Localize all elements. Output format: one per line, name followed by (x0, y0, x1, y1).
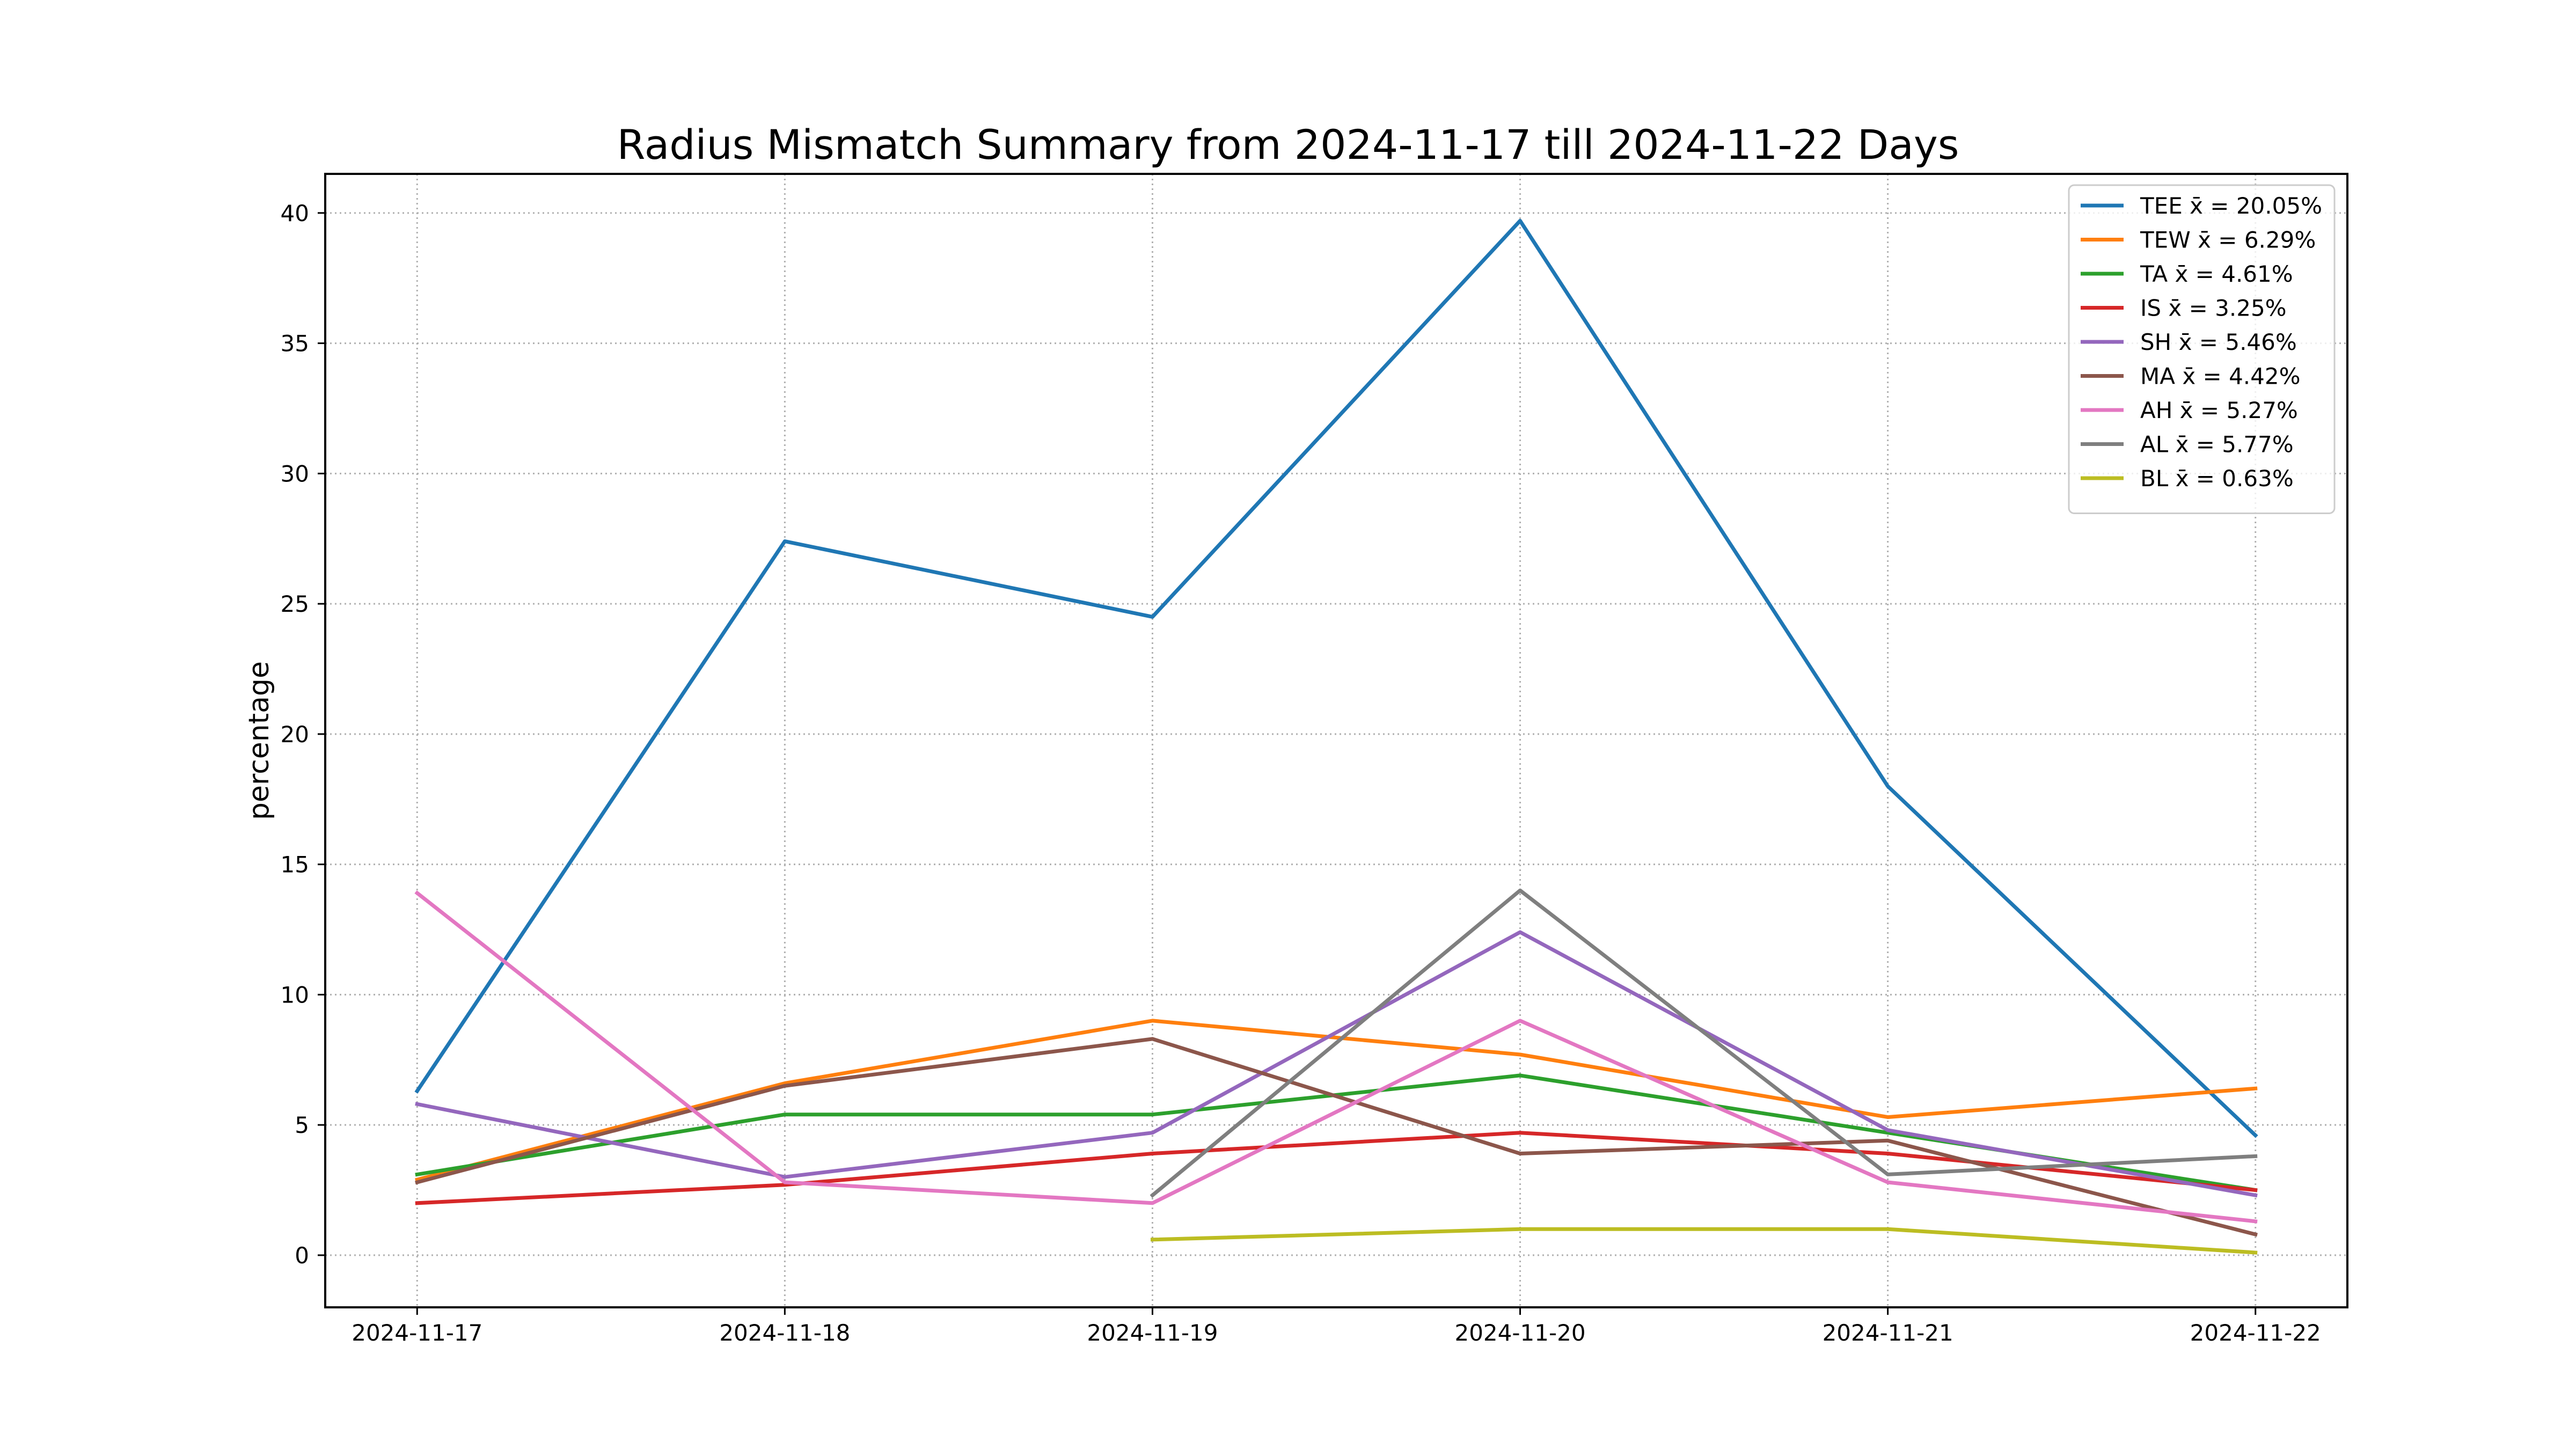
legend: TEE x̄ = 20.05% TEW x̄ = 6.29% TA x̄ = 4.6… (2068, 184, 2336, 514)
legend-label-bl: BL x̄ = 0.63% (2140, 465, 2294, 492)
series-line-ma (415, 1037, 2258, 1237)
grid (325, 174, 2347, 1307)
x-tick-label: 2024-11-17 (352, 1320, 482, 1346)
series-line-bl (1150, 1227, 2258, 1255)
legend-label-ta: TA x̄ = 4.61% (2140, 261, 2293, 287)
series-line-tee (414, 218, 2258, 1138)
y-tick-label: 20 (281, 721, 309, 748)
x-tick-label: 2024-11-18 (719, 1320, 850, 1346)
legend-label-is: IS x̄ = 3.25% (2140, 295, 2287, 321)
series-line-tew (415, 1019, 2258, 1182)
y-tick-label: 35 (281, 331, 309, 357)
x-tick-label: 2024-11-21 (1823, 1320, 1953, 1346)
y-tick-label: 40 (281, 200, 309, 226)
legend-label-ah: AH x̄ = 5.27% (2140, 397, 2298, 423)
legend-label-tee: TEE x̄ = 20.05% (2140, 193, 2322, 219)
y-tick-label: 25 (281, 591, 309, 617)
x-axis-ticks: 2024-11-17 2024-11-18 2024-11-19 2024-11-20… (352, 1307, 2321, 1346)
y-tick-label: 5 (295, 1112, 309, 1138)
legend-label-sh: SH x̄ = 5.46% (2140, 329, 2297, 355)
series-line-al (1150, 888, 2258, 1198)
x-tick-label: 2024-11-20 (1454, 1320, 1585, 1346)
series-line-ah (414, 890, 2258, 1224)
y-tick-label: 10 (281, 982, 309, 1008)
x-tick-label: 2024-11-19 (1087, 1320, 1218, 1346)
chart-title: Radius Mismatch Summary from 2024-11-17 … (617, 121, 1959, 169)
y-tick-label: 15 (281, 852, 309, 878)
x-tick-label: 2024-11-22 (2190, 1320, 2321, 1346)
y-tick-label: 30 (281, 460, 309, 487)
legend-box (2068, 184, 2336, 514)
legend-label-tew: TEW x̄ = 6.29% (2140, 227, 2316, 253)
series-line-ta (415, 1073, 2258, 1192)
series-line-is (415, 1131, 2258, 1205)
legend-label-al: AL x̄ = 5.77% (2140, 431, 2294, 458)
y-tick-label: 0 (295, 1242, 309, 1269)
legend-label-ma: MA x̄ = 4.42% (2140, 363, 2301, 390)
series-lines (414, 218, 2258, 1255)
plot-area-frame (324, 173, 2348, 1308)
y-axis-label: percentage (243, 661, 275, 820)
y-axis-ticks: 0 5 10 15 20 25 30 35 40 (281, 200, 325, 1269)
series-line-sh (415, 930, 2258, 1198)
